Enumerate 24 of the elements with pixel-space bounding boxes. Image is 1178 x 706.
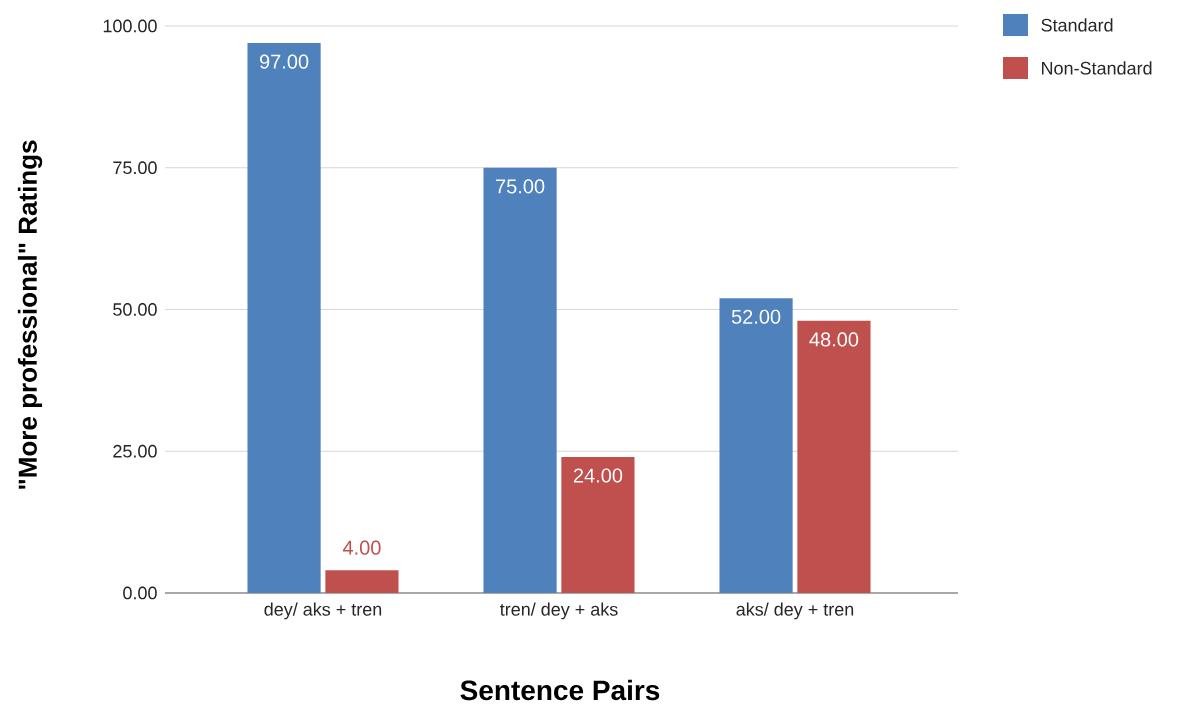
y-tick-label: 0.00 [123, 586, 157, 600]
bar [719, 298, 793, 593]
data-label: 24.00 [573, 468, 623, 483]
bar [325, 570, 399, 593]
data-label: 75.00 [496, 179, 545, 194]
x-tick-label: aks/ dey + tren [736, 602, 854, 620]
bar [797, 320, 871, 593]
bar [247, 43, 321, 593]
data-label: 48.00 [809, 332, 859, 347]
bar [483, 167, 557, 593]
data-label: 52.00 [731, 309, 781, 324]
legend-label: Standard [1041, 18, 1113, 32]
data-label: 4.00 [342, 540, 381, 555]
data-label: 97.00 [259, 54, 309, 69]
y-axis-title: "More professional" Ratings [17, 140, 43, 489]
bar [561, 456, 635, 593]
y-tick-label: 75.00 [113, 161, 157, 175]
legend-label: Non-Standard [1042, 61, 1152, 75]
y-tick-label: 100.00 [103, 19, 157, 33]
x-tick-label: tren/ dey + aks [499, 602, 618, 620]
y-tick-label: 50.00 [113, 303, 157, 316]
x-tick-label: dey/ aks + tren [264, 602, 382, 620]
x-axis-title: Sentence Pairs [460, 679, 660, 701]
y-tick-label: 25.00 [113, 444, 157, 458]
